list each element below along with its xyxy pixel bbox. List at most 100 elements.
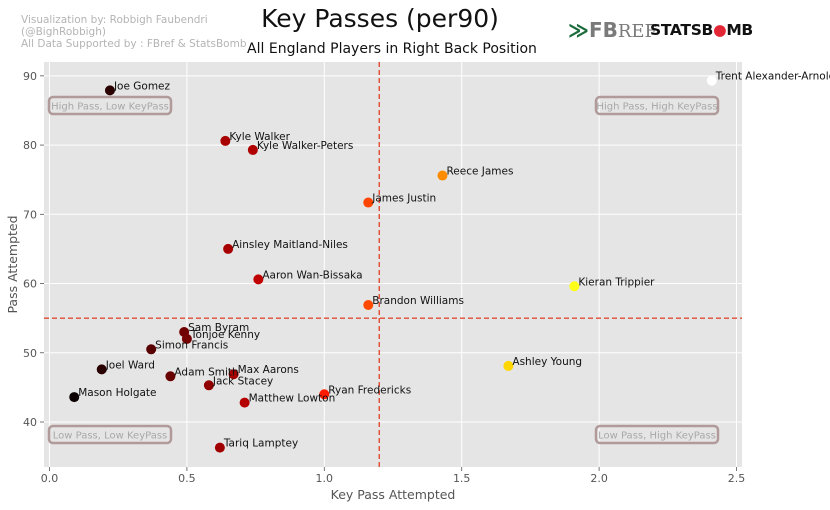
credit-data-source: All Data Supported by : FBref & StatsBom… <box>21 38 247 50</box>
data-point: Reece James <box>437 166 513 181</box>
statsbomb-logo-stats: STATSB <box>650 21 714 39</box>
quadrant-label-box <box>47 95 173 116</box>
quadrant-label-text: High Pass, High KeyPass <box>596 102 717 113</box>
data-point-marker <box>569 281 580 292</box>
data-point: Tonjoe Kenny <box>181 329 260 344</box>
fbref-logo: ≫FBREF <box>568 18 657 42</box>
data-point: Jack Stacey <box>203 375 273 391</box>
x-tick-label: 2.5 <box>728 472 746 485</box>
data-point-label: Tariq Lamptey <box>223 438 298 450</box>
axis-ticks: 0.0 0.5 1.0 1.5 2.0 2.5 40 50 60 70 80 90 <box>23 70 745 485</box>
data-point: Ainsley Maitland-Niles <box>223 239 348 254</box>
y-tick-label: 80 <box>23 139 37 152</box>
credit-handle: (@BighRobbigh) <box>21 26 106 38</box>
data-point-marker <box>214 442 225 453</box>
fbref-logo-fb: FB <box>588 18 618 42</box>
data-point-label: Mason Holgate <box>78 387 156 399</box>
plot-area <box>44 62 742 467</box>
quadrant-label-text: Low Pass, High KeyPass <box>598 431 716 442</box>
statsbomb-logo: STATSB●MB <box>650 21 753 39</box>
data-points: Trent Alexander-Arnold Joe Gomez Kyle Walk… <box>69 71 830 453</box>
data-point-marker <box>363 300 374 310</box>
data-point: Tariq Lamptey <box>214 438 298 453</box>
x-tick-label: 1.0 <box>316 472 334 485</box>
data-point: Kyle Walker <box>220 131 291 146</box>
reference-lines <box>44 62 742 467</box>
data-point-label: James Justin <box>371 193 436 205</box>
quadrant-label-text: High Pass, Low KeyPass <box>51 102 169 113</box>
data-point-label: Ryan Fredericks <box>328 384 411 396</box>
data-point-label: Joe Gomez <box>113 80 171 92</box>
quadrant-label-box <box>47 424 173 445</box>
y-tick-label: 40 <box>23 416 37 429</box>
data-point-label: Brandon Williams <box>372 295 464 307</box>
data-point: Trent Alexander-Arnold <box>706 71 830 86</box>
data-point-marker <box>319 389 330 400</box>
data-point-marker <box>96 364 107 375</box>
data-point-marker <box>247 144 258 155</box>
x-tick-label: 2.0 <box>590 472 608 485</box>
y-tick-label: 60 <box>23 278 37 291</box>
data-point: Joe Gomez <box>104 80 171 96</box>
data-point: Simon Francis <box>146 339 228 355</box>
statsbomb-logo-o: ● <box>713 21 727 39</box>
data-point-label: Tonjoe Kenny <box>190 329 260 341</box>
data-point: Kieran Trippier <box>569 276 655 292</box>
x-tick-label: 0.5 <box>178 472 196 485</box>
data-point: Adam Smith <box>165 366 239 382</box>
data-point-marker <box>181 333 192 344</box>
data-point: Ryan Fredericks <box>319 384 411 400</box>
quadrant-label-box <box>594 95 720 116</box>
grid <box>44 62 742 467</box>
credit-author: Visualization by: Robbigh Faubendri <box>21 14 208 26</box>
data-point-marker <box>69 392 80 403</box>
x-tick-label: 0.0 <box>41 472 59 485</box>
data-point-marker <box>220 135 231 146</box>
data-point-marker <box>165 371 176 382</box>
quadrant-label-box <box>594 424 720 445</box>
statsbomb-logo-mb: MB <box>726 21 753 39</box>
data-point: Joel Ward <box>96 359 155 375</box>
data-point: Ashley Young <box>503 356 582 371</box>
data-point-marker <box>253 274 264 285</box>
fbref-logo-ref: REF <box>617 21 658 42</box>
y-tick-label: 70 <box>23 208 37 221</box>
y-tick-label: 90 <box>23 70 37 83</box>
data-point-label: Kyle Walker <box>229 131 290 143</box>
data-point: Mason Holgate <box>69 387 157 403</box>
data-point-label: Sam Byram <box>188 322 249 334</box>
data-point-marker <box>239 397 250 408</box>
quadrant-label-bottom-left: Low Pass, Low KeyPass <box>47 424 173 445</box>
data-point-label: Trent Alexander-Arnold <box>715 71 830 83</box>
chart-subtitle: All England Players in Right Back Positi… <box>247 41 537 57</box>
quadrant-label-top-left: High Pass, Low KeyPass <box>47 95 173 116</box>
y-tick-label: 50 <box>23 347 37 360</box>
data-point: Max Aarons <box>228 364 299 380</box>
data-point-label: Adam Smith <box>174 366 238 378</box>
data-point-label: Ashley Young <box>512 356 582 368</box>
data-point-label: Ainsley Maitland-Niles <box>232 239 348 251</box>
data-point: Aaron Wan-Bissaka <box>253 269 363 285</box>
data-point-marker <box>503 360 514 371</box>
data-point-marker <box>203 380 214 391</box>
data-point-marker <box>228 369 239 380</box>
quadrant-labels: High Pass, Low KeyPass High Pass, High Ke… <box>47 95 720 445</box>
data-point: Kyle Walker-Peters <box>247 140 354 155</box>
chart-title: Key Passes (per90) <box>261 4 499 33</box>
data-point-marker <box>363 197 374 208</box>
x-tick-label: 1.5 <box>453 472 471 485</box>
data-point-label: Joel Ward <box>105 359 155 371</box>
data-point-label: Kyle Walker-Peters <box>257 140 354 152</box>
data-point-marker <box>437 170 448 181</box>
data-point-marker <box>223 243 234 254</box>
data-point: Brandon Williams <box>363 295 464 310</box>
x-axis-label: Key Pass Attempted <box>331 487 456 502</box>
data-point-label: Simon Francis <box>155 339 228 351</box>
data-point-marker <box>146 344 157 355</box>
quadrant-label-text: Low Pass, Low KeyPass <box>53 431 168 442</box>
data-point: James Justin <box>363 193 436 208</box>
quadrant-label-bottom-right: Low Pass, High KeyPass <box>594 424 720 445</box>
data-point-label: Max Aarons <box>238 364 299 376</box>
